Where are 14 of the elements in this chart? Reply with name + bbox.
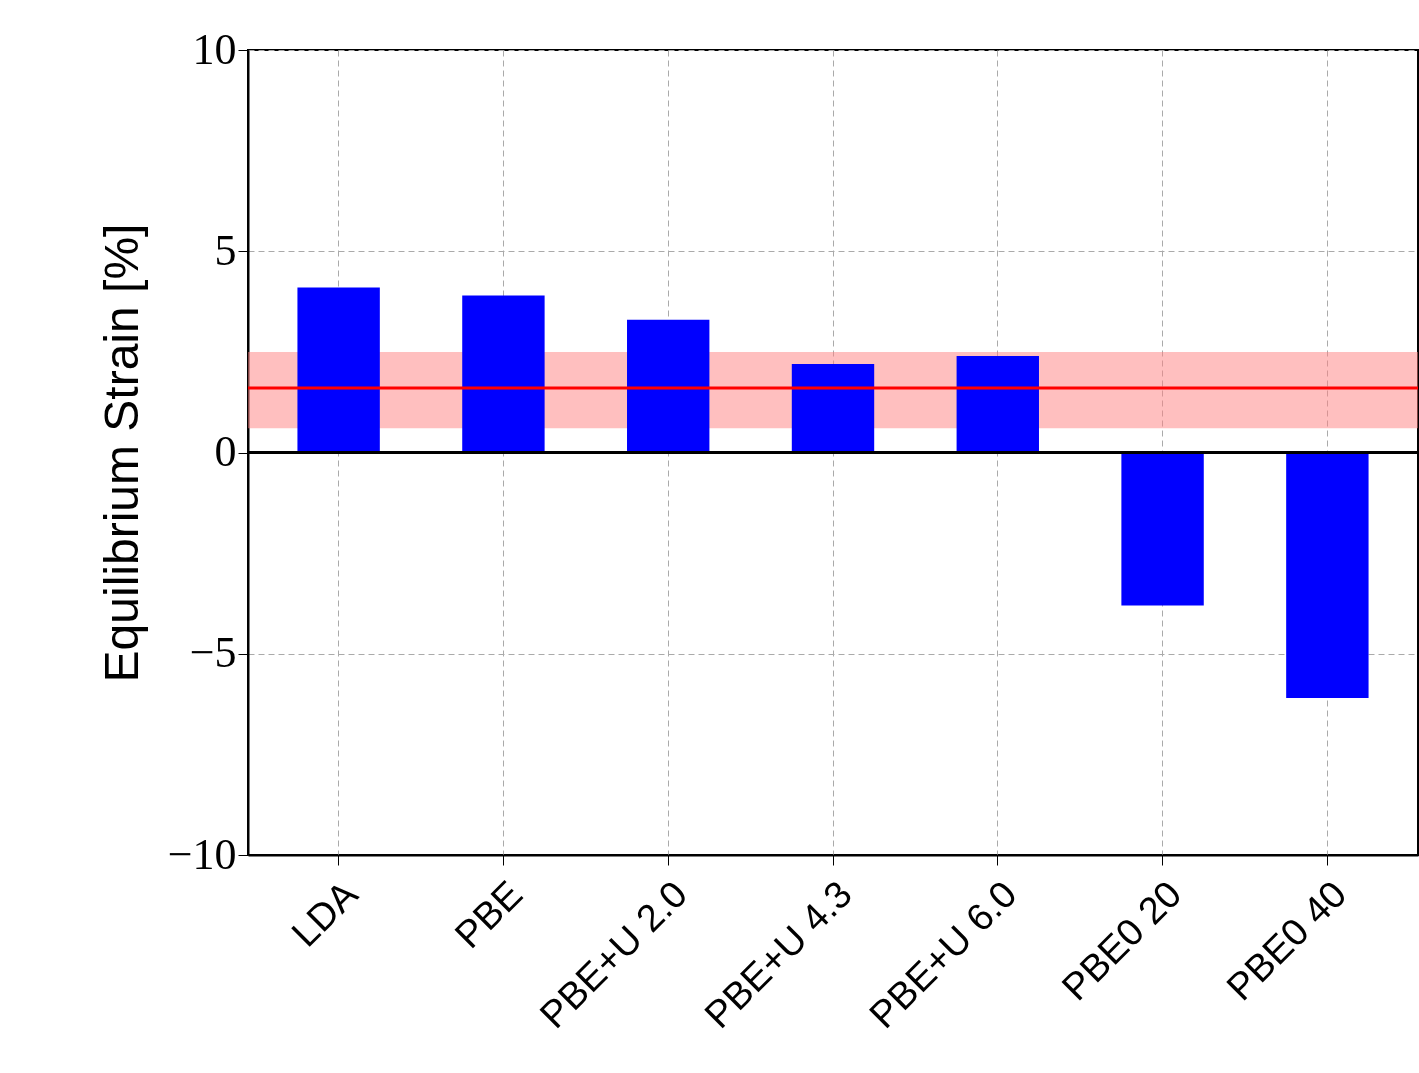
y-axis-title: Equilibrium Strain [%]	[94, 223, 148, 683]
y-tick-label: 10	[192, 24, 237, 74]
bar	[462, 295, 545, 453]
bar	[791, 363, 875, 453]
bar	[627, 319, 710, 453]
bar	[1121, 452, 1204, 606]
x-tick-label: LDA	[283, 872, 366, 955]
y-tick-label: −10	[167, 829, 237, 879]
y-tick-label: 0	[214, 427, 237, 476]
bar	[297, 287, 380, 453]
y-tick-label: 5	[214, 225, 237, 275]
bar	[956, 355, 1039, 453]
bar	[1286, 452, 1369, 699]
y-tick-label: −5	[189, 628, 237, 678]
